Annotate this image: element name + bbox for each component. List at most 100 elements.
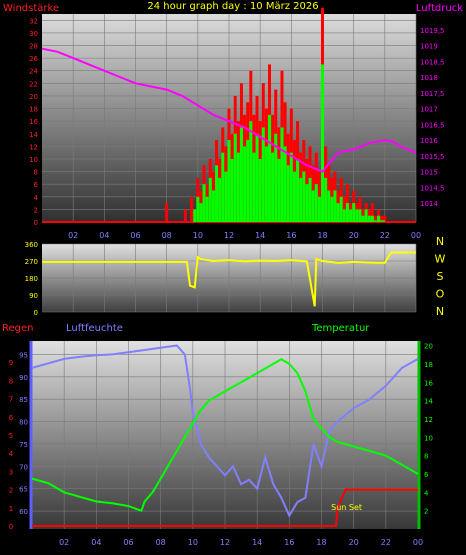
wind-bar [292, 171, 296, 222]
left-tick-label: 2 [34, 206, 38, 214]
wind-bar [339, 196, 343, 222]
x-tick-label: 08 [162, 231, 172, 240]
x-tick-label: 04 [99, 231, 109, 240]
wind-bar [208, 177, 212, 222]
series-wind [193, 64, 381, 222]
wind-bar [352, 203, 356, 222]
wind-bar [224, 171, 228, 222]
humidity-tick-label: 85 [19, 396, 28, 404]
temperature-tick-label: 6 [424, 471, 429, 479]
sunset-annotation: Sun Set [331, 503, 362, 512]
left-tick-label: 24 [29, 68, 38, 76]
temperature-tick-label: 16 [424, 379, 433, 387]
wind-bar [236, 152, 240, 222]
x-tick-label: 02 [59, 538, 69, 547]
wind-bar [271, 152, 275, 222]
wind-bar [345, 203, 349, 222]
temperature-tick-label: 8 [424, 453, 428, 461]
rain-tick-label: 5 [9, 432, 13, 440]
compass-label: S [437, 270, 444, 283]
wind-bar [165, 203, 169, 222]
direction-tick-label: 180 [25, 275, 38, 283]
x-tick-label: 18 [317, 231, 327, 240]
temperature-tick-label: 2 [424, 508, 428, 516]
direction-tick-label: 0 [34, 309, 38, 317]
left-tick-label: 28 [29, 43, 38, 51]
rain-tick-label: 6 [9, 414, 14, 422]
right-tick-label: 1017,5 [420, 90, 445, 98]
x-tick-label: 12 [220, 538, 230, 547]
right-tick-label: 1016,5 [420, 121, 445, 129]
wind-bar [355, 209, 359, 222]
series-pressure [41, 47, 417, 173]
rain-tick-label: 0 [9, 523, 13, 531]
compass-label: N [436, 235, 444, 248]
rain-axis-title: Regen [2, 323, 34, 334]
wind-bar [370, 203, 374, 222]
wind-bar [280, 127, 284, 222]
wind-bar [264, 146, 268, 222]
right-tick-label: 1019,5 [420, 27, 445, 35]
x-tick-label: 08 [156, 538, 166, 547]
wind-bar [383, 215, 387, 222]
right-tick-label: 1015 [420, 169, 438, 177]
wind-bar [367, 209, 371, 222]
left-tick-label: 6 [34, 181, 39, 189]
x-tick-label: 16 [286, 231, 296, 240]
wind-bar [342, 209, 346, 222]
wind-bar [380, 215, 384, 222]
rain-tick-label: 8 [9, 377, 13, 385]
x-tick-label: 10 [188, 538, 198, 547]
wind-bar [296, 158, 300, 222]
left-tick-label: 18 [29, 106, 38, 114]
compass-label: N [436, 305, 444, 318]
rain-tick-label: 1 [9, 505, 13, 513]
compass-label: W [435, 253, 446, 266]
wind-bar [299, 177, 303, 222]
temperature-axis-title: Temperatur [311, 323, 370, 334]
right-tick-label: 1014 [420, 200, 438, 208]
wind-bar [221, 152, 225, 222]
wind-bar [211, 190, 215, 222]
direction-tick-label: 270 [25, 258, 38, 266]
wind-bar [190, 196, 194, 222]
wind-bar [239, 127, 243, 222]
x-tick-label: 18 [316, 538, 326, 547]
left-tick-label: 0 [34, 219, 38, 227]
temperature-tick-label: 10 [424, 434, 433, 442]
wind-bar [370, 215, 374, 222]
left-tick-label: 30 [29, 30, 38, 38]
left-tick-label: 22 [29, 80, 38, 88]
wind-bar [305, 184, 309, 222]
rain-tick-label: 4 [9, 450, 14, 458]
left-tick-label: 14 [29, 131, 38, 139]
temperature-tick-label: 14 [424, 398, 433, 406]
humidity-tick-label: 90 [19, 374, 28, 382]
right-axis-title: Luftdruck [416, 3, 463, 14]
wind-bar [233, 133, 237, 222]
right-tick-label: 1017 [420, 106, 438, 114]
x-tick-label: 10 [193, 231, 203, 240]
x-tick-label: 12 [224, 231, 234, 240]
humidity-tick-label: 65 [19, 486, 28, 494]
wind-bar [258, 158, 262, 222]
wind-bar [302, 171, 306, 222]
rain-tick-label: 3 [9, 468, 13, 476]
wind-bar [205, 196, 209, 222]
wind-bar [274, 133, 278, 222]
series-temperature [31, 358, 419, 512]
x-tick-label: 16 [284, 538, 294, 547]
wind-bar [314, 184, 318, 222]
left-tick-label: 26 [29, 55, 38, 63]
wind-bar [230, 158, 234, 222]
right-tick-label: 1014,5 [420, 184, 445, 192]
wind-bar [308, 177, 312, 222]
wind-bar [321, 64, 324, 222]
wind-bar [196, 196, 200, 222]
rain-tick-label: 2 [9, 487, 13, 495]
temperature-tick-label: 12 [424, 416, 433, 424]
series-humidity [31, 344, 419, 518]
humidity-axis-title: Luftfeuchte [66, 323, 123, 334]
right-tick-label: 1018 [420, 74, 438, 82]
